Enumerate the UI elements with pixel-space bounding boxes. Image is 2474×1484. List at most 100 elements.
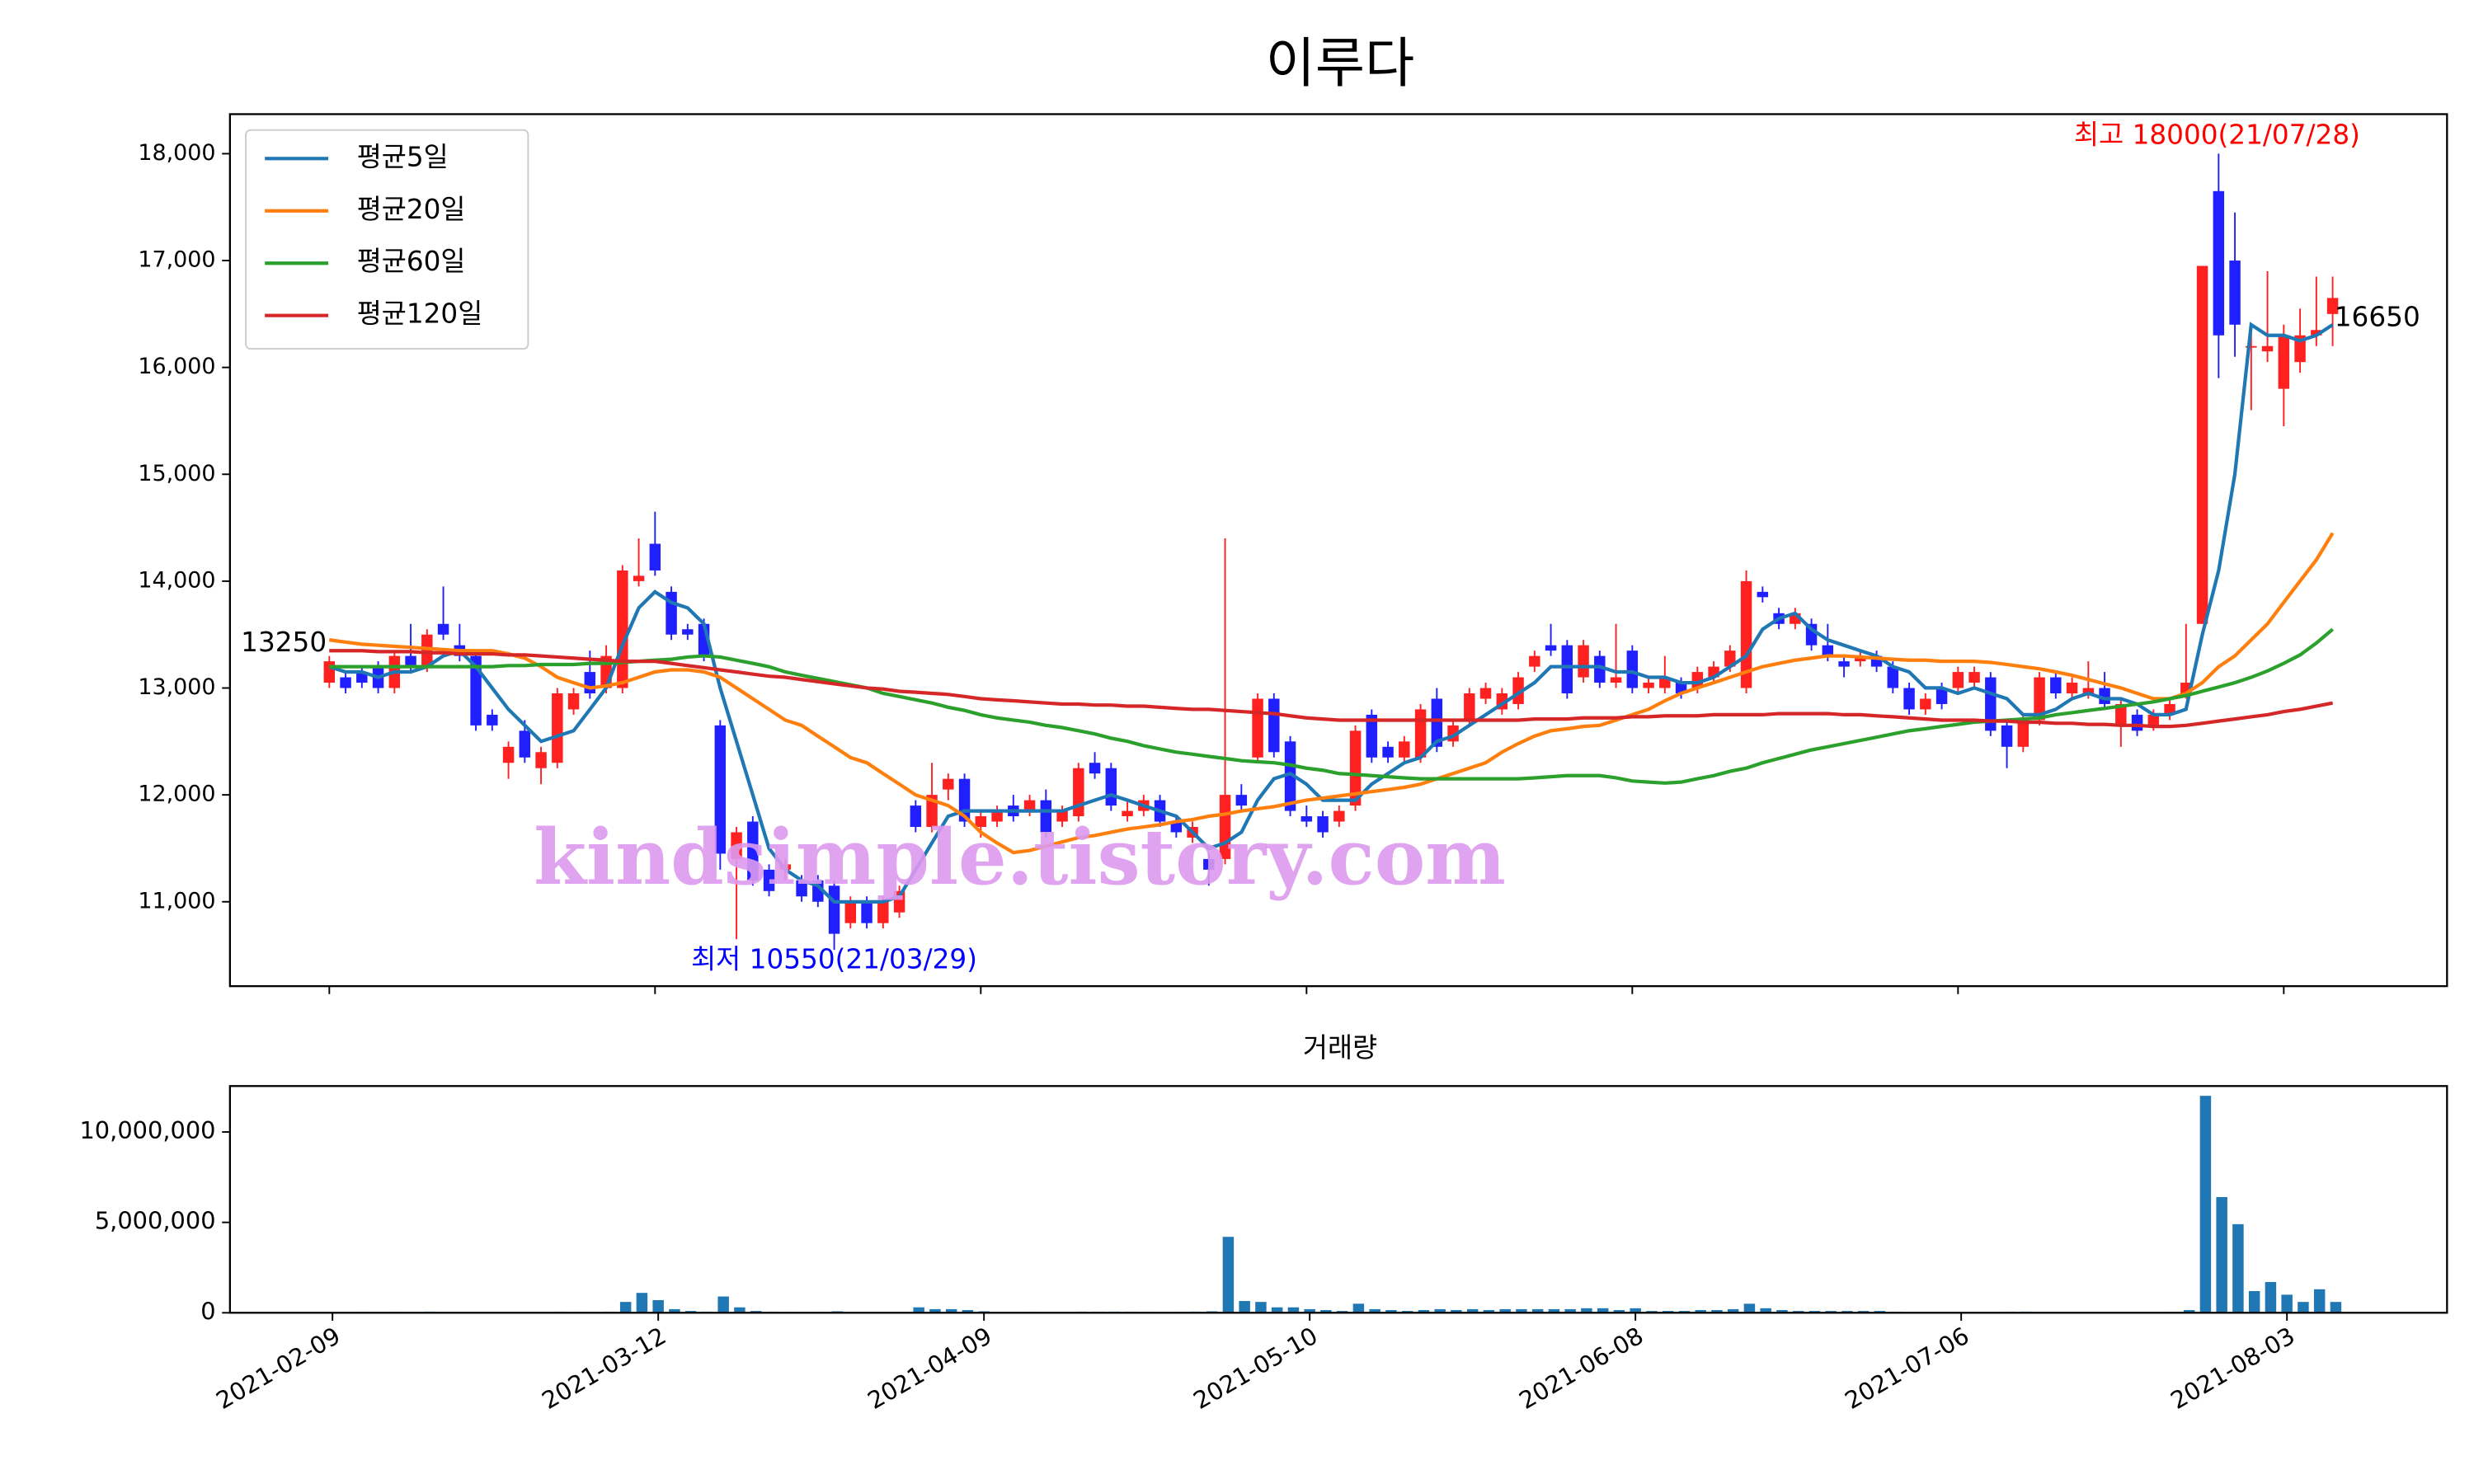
candle-body [1610,677,1622,683]
candle-body [2278,335,2290,389]
volume-bar [1516,1308,1527,1313]
y-tick-label: 17,000 [138,247,215,273]
candle-body [1920,698,1931,710]
candle-body [1479,688,1492,699]
candle-body [1594,655,1606,683]
candle-body [535,752,547,768]
volume-bar [734,1307,745,1313]
candle-body [1431,698,1443,747]
candle-body [861,901,872,923]
candle-body [649,543,661,571]
volume-bar [652,1299,664,1313]
candle-body [1349,730,1362,806]
candle-body [1626,650,1639,688]
candle-body [2066,683,2078,693]
plot-layer: 11,000 12,000 13,000 14,000 15,000 16,000 17,0… [79,119,2420,1415]
candle-body [2131,714,2143,731]
candle-body [1333,810,1345,822]
candle-body [1887,666,1899,688]
y-tick-label: 13,000 [138,674,215,700]
volume-bar [2313,1289,2326,1313]
candle-body [2326,298,2339,314]
volume-bar [1385,1310,1397,1313]
volume-bar [1418,1310,1430,1313]
candle-body [1561,645,1573,693]
legend-label: 평균20일 [357,194,466,225]
volume-bar [717,1296,729,1313]
volume-bar [1581,1308,1592,1313]
candle-body [1317,816,1329,833]
candle-body [1284,741,1296,811]
candle-body [731,832,742,859]
volume-bar [1483,1310,1495,1313]
candle-body [340,677,351,688]
candle-body [2050,677,2062,693]
volume-bar [1255,1302,1267,1313]
candle-body [405,655,416,667]
candle-body [1268,698,1280,753]
candle-body [323,661,336,683]
annotation: 최고 18000(21/07/28) [2074,119,2360,150]
legend-box [245,129,529,350]
y-tick-label: 18,000 [138,140,215,166]
candle-body [1545,645,1557,651]
candle-body [1529,655,1540,667]
candle-body [1300,816,1313,822]
candle-body [2311,330,2322,336]
ma-line [328,532,2335,855]
volume-frame [228,1085,2448,1314]
candle-body [747,821,759,881]
candle-body [1089,763,1101,774]
candle-body [1382,746,1394,758]
candle-body [1056,810,1068,822]
candle-body [1578,645,1589,678]
volume-bar [1564,1308,1576,1313]
volume-bar [2330,1302,2342,1313]
volume-bar [1711,1310,1723,1313]
volume-bar [1451,1310,1462,1313]
candle-body [910,805,922,828]
candle-body [714,725,727,854]
volume-bar [929,1308,941,1313]
candle-body [2246,345,2257,348]
candle-body [1040,800,1052,833]
price-frame [228,113,2448,988]
candle-body [1724,650,1736,667]
candle-body [1838,661,1850,667]
y-tick-label: 11,000 [138,888,215,913]
candle-body [1757,591,1769,598]
candle-body [584,672,596,693]
candle-body [682,629,694,635]
volume-bar [1776,1310,1788,1313]
candle-body [1235,795,1248,806]
candle-body [2196,265,2208,624]
volume-bar [669,1308,680,1313]
candle-body [1822,645,1834,656]
candle-body [2261,345,2274,352]
candle-body [975,816,987,828]
volume-bar [1466,1308,1479,1313]
ma-line [329,649,2334,729]
volume-bar [2232,1223,2244,1313]
volume-bar [2183,1310,2195,1313]
candle-body [1643,683,1654,688]
volume-bar [1499,1308,1511,1313]
volume-bar [1239,1301,1250,1313]
volume-bar [1222,1237,1235,1313]
y-tick-label: 0 [200,1297,215,1325]
candle-body [2034,677,2045,721]
candle-body [1105,768,1117,806]
volume-bar [1630,1308,1641,1313]
candle-body [633,575,645,581]
candle-body [1903,688,1915,710]
candle-body [487,714,498,726]
y-tick-label: 5,000,000 [95,1207,216,1235]
y-tick-label: 12,000 [138,782,215,807]
candle-body [1414,709,1427,758]
chart-title: 이루다 [1266,32,1414,95]
volume-bar [962,1310,974,1313]
volume-bar [1760,1308,1771,1313]
volume-bar [2298,1302,2309,1313]
volume-bar [1743,1303,1756,1313]
